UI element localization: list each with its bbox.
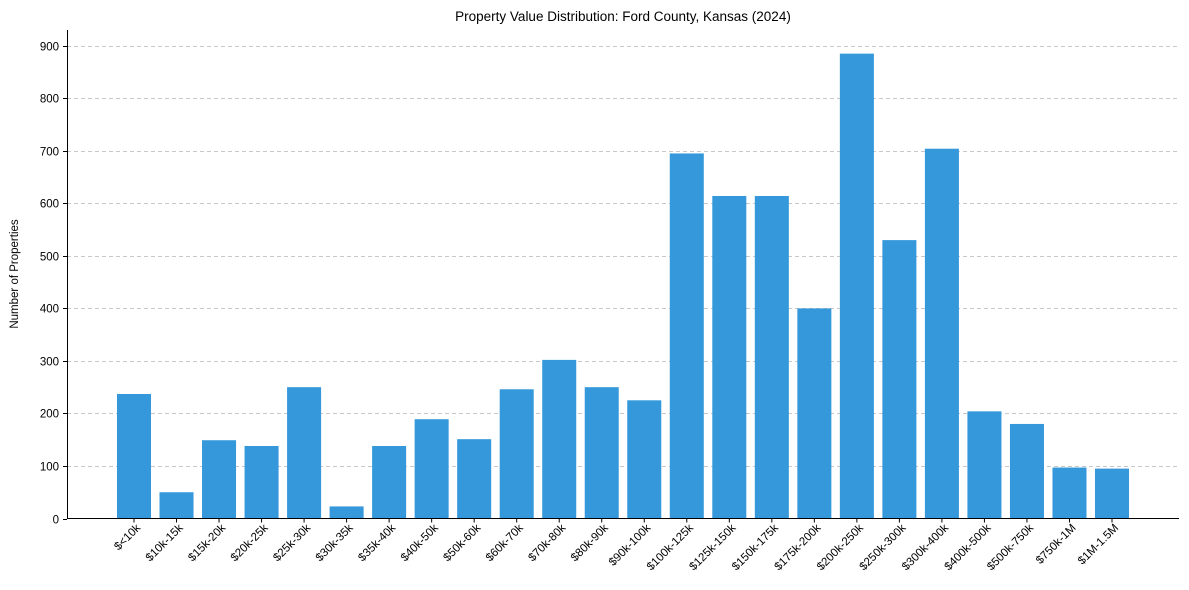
bar xyxy=(1052,467,1087,519)
y-tick-label: 200 xyxy=(40,409,59,421)
y-ticks: 0 100 200 300 400 500 600 700 800 900 xyxy=(40,42,67,527)
x-tick-label: $1M-1.5M xyxy=(1076,522,1121,567)
bar xyxy=(287,387,322,519)
bar xyxy=(499,389,534,519)
y-tick-label: 700 xyxy=(40,147,59,159)
bar xyxy=(839,53,874,519)
bar xyxy=(797,308,832,519)
bar xyxy=(1094,468,1130,519)
bar xyxy=(116,394,152,519)
y-tick-label: 100 xyxy=(40,462,59,474)
y-tick-label: 300 xyxy=(40,357,59,369)
x-tick-label: $20k-25k xyxy=(229,522,271,564)
y-tick-label: 500 xyxy=(40,252,59,264)
x-tick-label: $40k-50k xyxy=(399,522,441,564)
bar xyxy=(414,419,449,519)
bar xyxy=(584,387,619,519)
bar xyxy=(244,446,279,519)
axes xyxy=(67,30,1179,519)
bar xyxy=(924,148,959,519)
x-tick-label: $10k-15k xyxy=(144,522,186,564)
bar xyxy=(542,359,577,519)
bar xyxy=(882,240,917,519)
y-tick-label: 400 xyxy=(40,304,59,316)
x-ticks: $<10k $10k-15k $15k-20k $20k-25k $25k-30k $30… xyxy=(112,518,1121,573)
bar xyxy=(712,195,747,519)
bar xyxy=(159,492,194,519)
y-tick-label: 900 xyxy=(40,42,59,54)
bar xyxy=(202,440,237,519)
bar xyxy=(669,153,704,519)
x-tick-label: $80k-90k xyxy=(569,522,611,564)
bar xyxy=(372,446,407,519)
bar xyxy=(1009,423,1044,519)
y-axis-label: Number of Properties xyxy=(9,219,21,329)
grid-lines xyxy=(67,46,1179,467)
x-tick-label: $35k-40k xyxy=(356,522,398,564)
bar xyxy=(329,506,364,519)
x-tick-label: $500k-750k xyxy=(985,522,1036,573)
y-tick-label: 0 xyxy=(53,515,59,527)
x-tick-label: $70k-80k xyxy=(526,522,568,564)
x-tick-label: $<10k xyxy=(112,522,143,553)
bar xyxy=(967,411,1002,519)
x-tick-label: $25k-30k xyxy=(271,522,313,564)
bar xyxy=(457,439,492,519)
x-tick-label: $15k-20k xyxy=(186,522,228,564)
x-tick-label: $60k-70k xyxy=(484,522,526,564)
x-tick-label: $50k-60k xyxy=(441,522,483,564)
bar xyxy=(754,195,789,519)
bar xyxy=(627,400,662,519)
y-tick-label: 600 xyxy=(40,199,59,211)
y-tick-label: 800 xyxy=(40,94,59,106)
bars xyxy=(116,53,1130,519)
x-tick-label: $750k-1M xyxy=(1034,522,1079,567)
chart-title: Property Value Distribution: Ford County… xyxy=(455,9,791,24)
x-tick-label: $30k-35k xyxy=(314,522,356,564)
